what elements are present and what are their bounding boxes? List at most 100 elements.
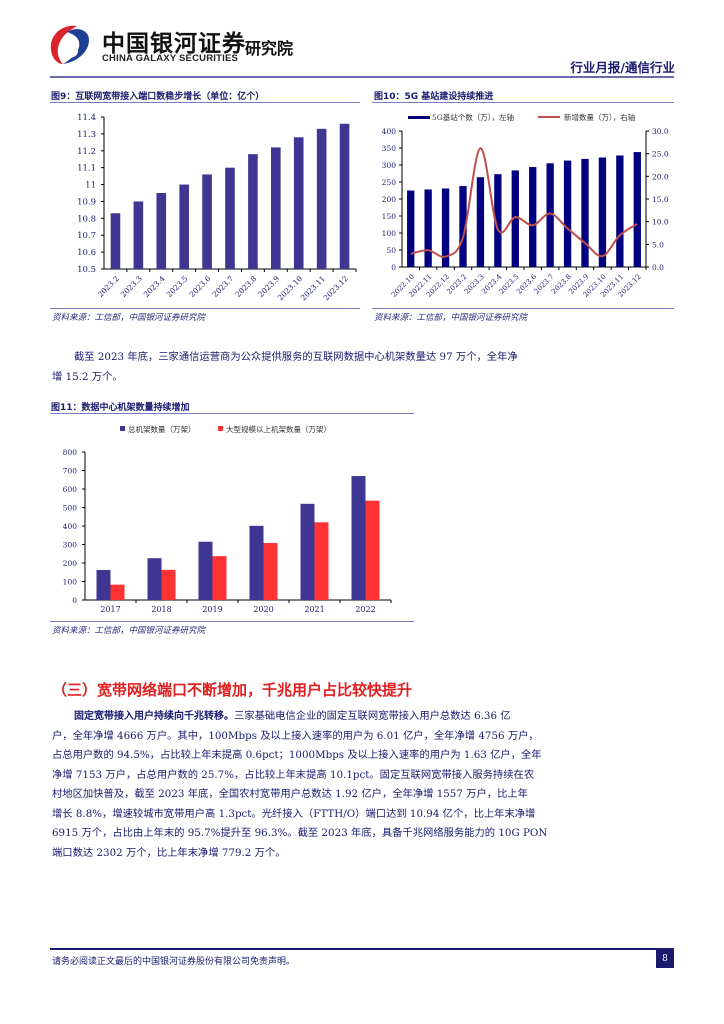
svg-text:500: 500 [63, 504, 78, 513]
svg-text:新增数量（万），右轴: 新增数量（万），右轴 [564, 112, 635, 122]
fig9-bar [133, 201, 144, 269]
fig10-bar [476, 177, 485, 267]
para2-line2: 户，全年净增 4666 万户。其中，100Mbps 及以上接入速率的用户为 6.… [52, 729, 539, 742]
fig9-bar [225, 167, 235, 269]
svg-text:2023.6: 2023.6 [188, 274, 213, 299]
fig10-bar [511, 170, 519, 267]
svg-text:11: 11 [85, 181, 96, 191]
fig11-source: 资料来源：工信部，中国银河证券研究院 [52, 626, 206, 636]
footer-divider [50, 948, 674, 950]
svg-text:11.3: 11.3 [77, 130, 96, 140]
fig11-bottom-rule [50, 621, 414, 622]
para2-lead: 固定宽带接入用户持续向千兆转移。 [74, 711, 234, 722]
para1-line2: 增 15.2 万个。 [52, 370, 123, 383]
svg-text:200: 200 [382, 195, 397, 204]
svg-text:0.0: 0.0 [652, 263, 664, 272]
svg-text:2023.8: 2023.8 [233, 274, 258, 299]
svg-text:总机架数量（万架）: 总机架数量（万架） [128, 424, 196, 434]
fig11-bar [147, 558, 162, 600]
fig11-bar [249, 525, 264, 600]
svg-text:2017: 2017 [100, 605, 120, 614]
fig9-bar [156, 193, 167, 269]
svg-text:200: 200 [63, 559, 78, 568]
para2-line7: 6915 万个，占比由上年末的 95.7%提升至 96.3%。截至 2023 年… [52, 827, 548, 839]
fig10-chart: 5G基站个数（万），左轴 新增数量（万），右轴 0 50 100 150 200 250 300… [382, 112, 669, 299]
svg-text:10.7: 10.7 [77, 231, 96, 241]
svg-text:100: 100 [382, 229, 397, 238]
svg-text:400: 400 [63, 522, 78, 531]
footer-disclaimer: 请务必阅读正文最后的中国银河证券股份有限公司免责声明。 [52, 957, 296, 967]
svg-text:2023.12: 2023.12 [322, 274, 350, 302]
fig11-bar [212, 556, 227, 600]
fig11-bar [161, 569, 176, 600]
svg-text:2019: 2019 [202, 605, 222, 614]
svg-text:30.0: 30.0 [652, 127, 669, 136]
svg-text:0: 0 [72, 596, 77, 605]
svg-text:250: 250 [382, 178, 397, 187]
svg-text:2022: 2022 [355, 605, 375, 614]
paragraph-broadband: 固定宽带接入用户持续向千兆转移。三家基础电信企业的固定互联网宽带接入用户总数达 … [52, 707, 672, 863]
fig11-bar [365, 500, 380, 600]
para1-line1: 截至 2023 年底，三家通信运营商为公众提供服务的互联网数据中心机架数量达 9… [74, 351, 518, 363]
paragraph-datacenter: 截至 2023 年底，三家通信运营商为公众提供服务的互联网数据中心机架数量达 9… [52, 348, 672, 387]
para2-line5: 村地区加快普及，截至 2023 年底，全国农村宽带用户总数达 1.92 亿户，全… [52, 788, 528, 800]
fig11-bar [314, 522, 329, 600]
svg-text:2020: 2020 [253, 605, 273, 614]
svg-text:300: 300 [382, 161, 397, 170]
fig10-bar [459, 186, 467, 267]
fig10-bottom-rule [372, 308, 674, 309]
fig10-bar [546, 163, 554, 267]
svg-text:10.8: 10.8 [77, 214, 96, 224]
svg-text:800: 800 [63, 448, 78, 457]
header-divider [50, 76, 674, 78]
svg-text:25.0: 25.0 [652, 150, 669, 159]
svg-text:大型规模以上机架数量（万架）: 大型规模以上机架数量（万架） [226, 424, 331, 434]
fig9-bar [202, 174, 212, 269]
svg-text:2018: 2018 [151, 605, 171, 614]
company-name-cn: 中国银河证券 [102, 31, 246, 57]
svg-text:100: 100 [63, 578, 78, 587]
svg-text:10.6: 10.6 [77, 248, 96, 258]
svg-text:350: 350 [382, 144, 397, 153]
fig11-bar [96, 570, 111, 600]
fig10-bar [441, 188, 450, 267]
fig11-title: 图11：数据中心机架数量持续增加 [51, 403, 190, 413]
para2-line1: 固定宽带接入用户持续向千兆转移。三家基础电信企业的固定互联网宽带接入用户总数达 … [74, 710, 511, 722]
svg-text:150: 150 [382, 212, 397, 221]
fig9-bar [339, 123, 350, 269]
fig10-bar [529, 167, 537, 267]
fig9-bar [179, 184, 189, 269]
company-logo-icon [47, 22, 91, 66]
fig10-bar [598, 157, 607, 267]
fig10-title: 图10：5G 基站建设持续推进 [374, 92, 494, 102]
fig9-bar [271, 147, 281, 269]
fig9-bar [248, 154, 258, 269]
svg-text:11.4: 11.4 [77, 113, 96, 123]
fig10-line [410, 147, 638, 258]
company-name-en: CHINA GALAXY SECURITIES [102, 53, 239, 64]
section-title: （三）宽带网络端口不断增加，千兆用户占比较快提升 [52, 681, 413, 699]
fig10-bar [424, 189, 432, 267]
svg-text:11.1: 11.1 [77, 164, 96, 174]
para2-line6: 增长 8.8%，增速较城市宽带用户高 1.3pct。光纤接入（FTTH/O）端口… [52, 807, 536, 820]
svg-text:10.0: 10.0 [652, 218, 669, 227]
svg-text:20.0: 20.0 [652, 172, 669, 181]
svg-text:300: 300 [63, 541, 78, 550]
para2-line8: 端口数达 2302 万个，比上年末净增 779.2 万个。 [52, 846, 286, 859]
fig11-title-rule [50, 413, 414, 414]
fig9-title: 图9：互联网宽带接入端口数稳步增长（单位：亿个） [51, 92, 265, 102]
fig9-source: 资料来源：工信部，中国银河证券研究院 [52, 313, 206, 323]
svg-text:10.5: 10.5 [77, 265, 96, 275]
svg-text:5G基站个数（万），左轴: 5G基站个数（万），左轴 [432, 112, 514, 122]
svg-text:10.9: 10.9 [77, 197, 96, 207]
para2-line4: 净增 7153 万户，占总用户数的 25.7%，占比较上年末提高 10.1pct… [52, 768, 535, 781]
fig11-bar [110, 584, 125, 600]
fig11-chart: 总机架数量（万架） 大型规模以上机架数量（万架） 0 100 200 300 400 500 6… [63, 424, 392, 614]
svg-text:2023.7: 2023.7 [210, 274, 235, 299]
fig10-bar [633, 152, 641, 267]
fig11-bar [300, 503, 315, 600]
fig9-bottom-rule [50, 308, 360, 309]
report-type: 行业月报/通信行业 [570, 60, 675, 75]
fig9-bar [110, 213, 121, 269]
fig10-bar [616, 155, 624, 267]
